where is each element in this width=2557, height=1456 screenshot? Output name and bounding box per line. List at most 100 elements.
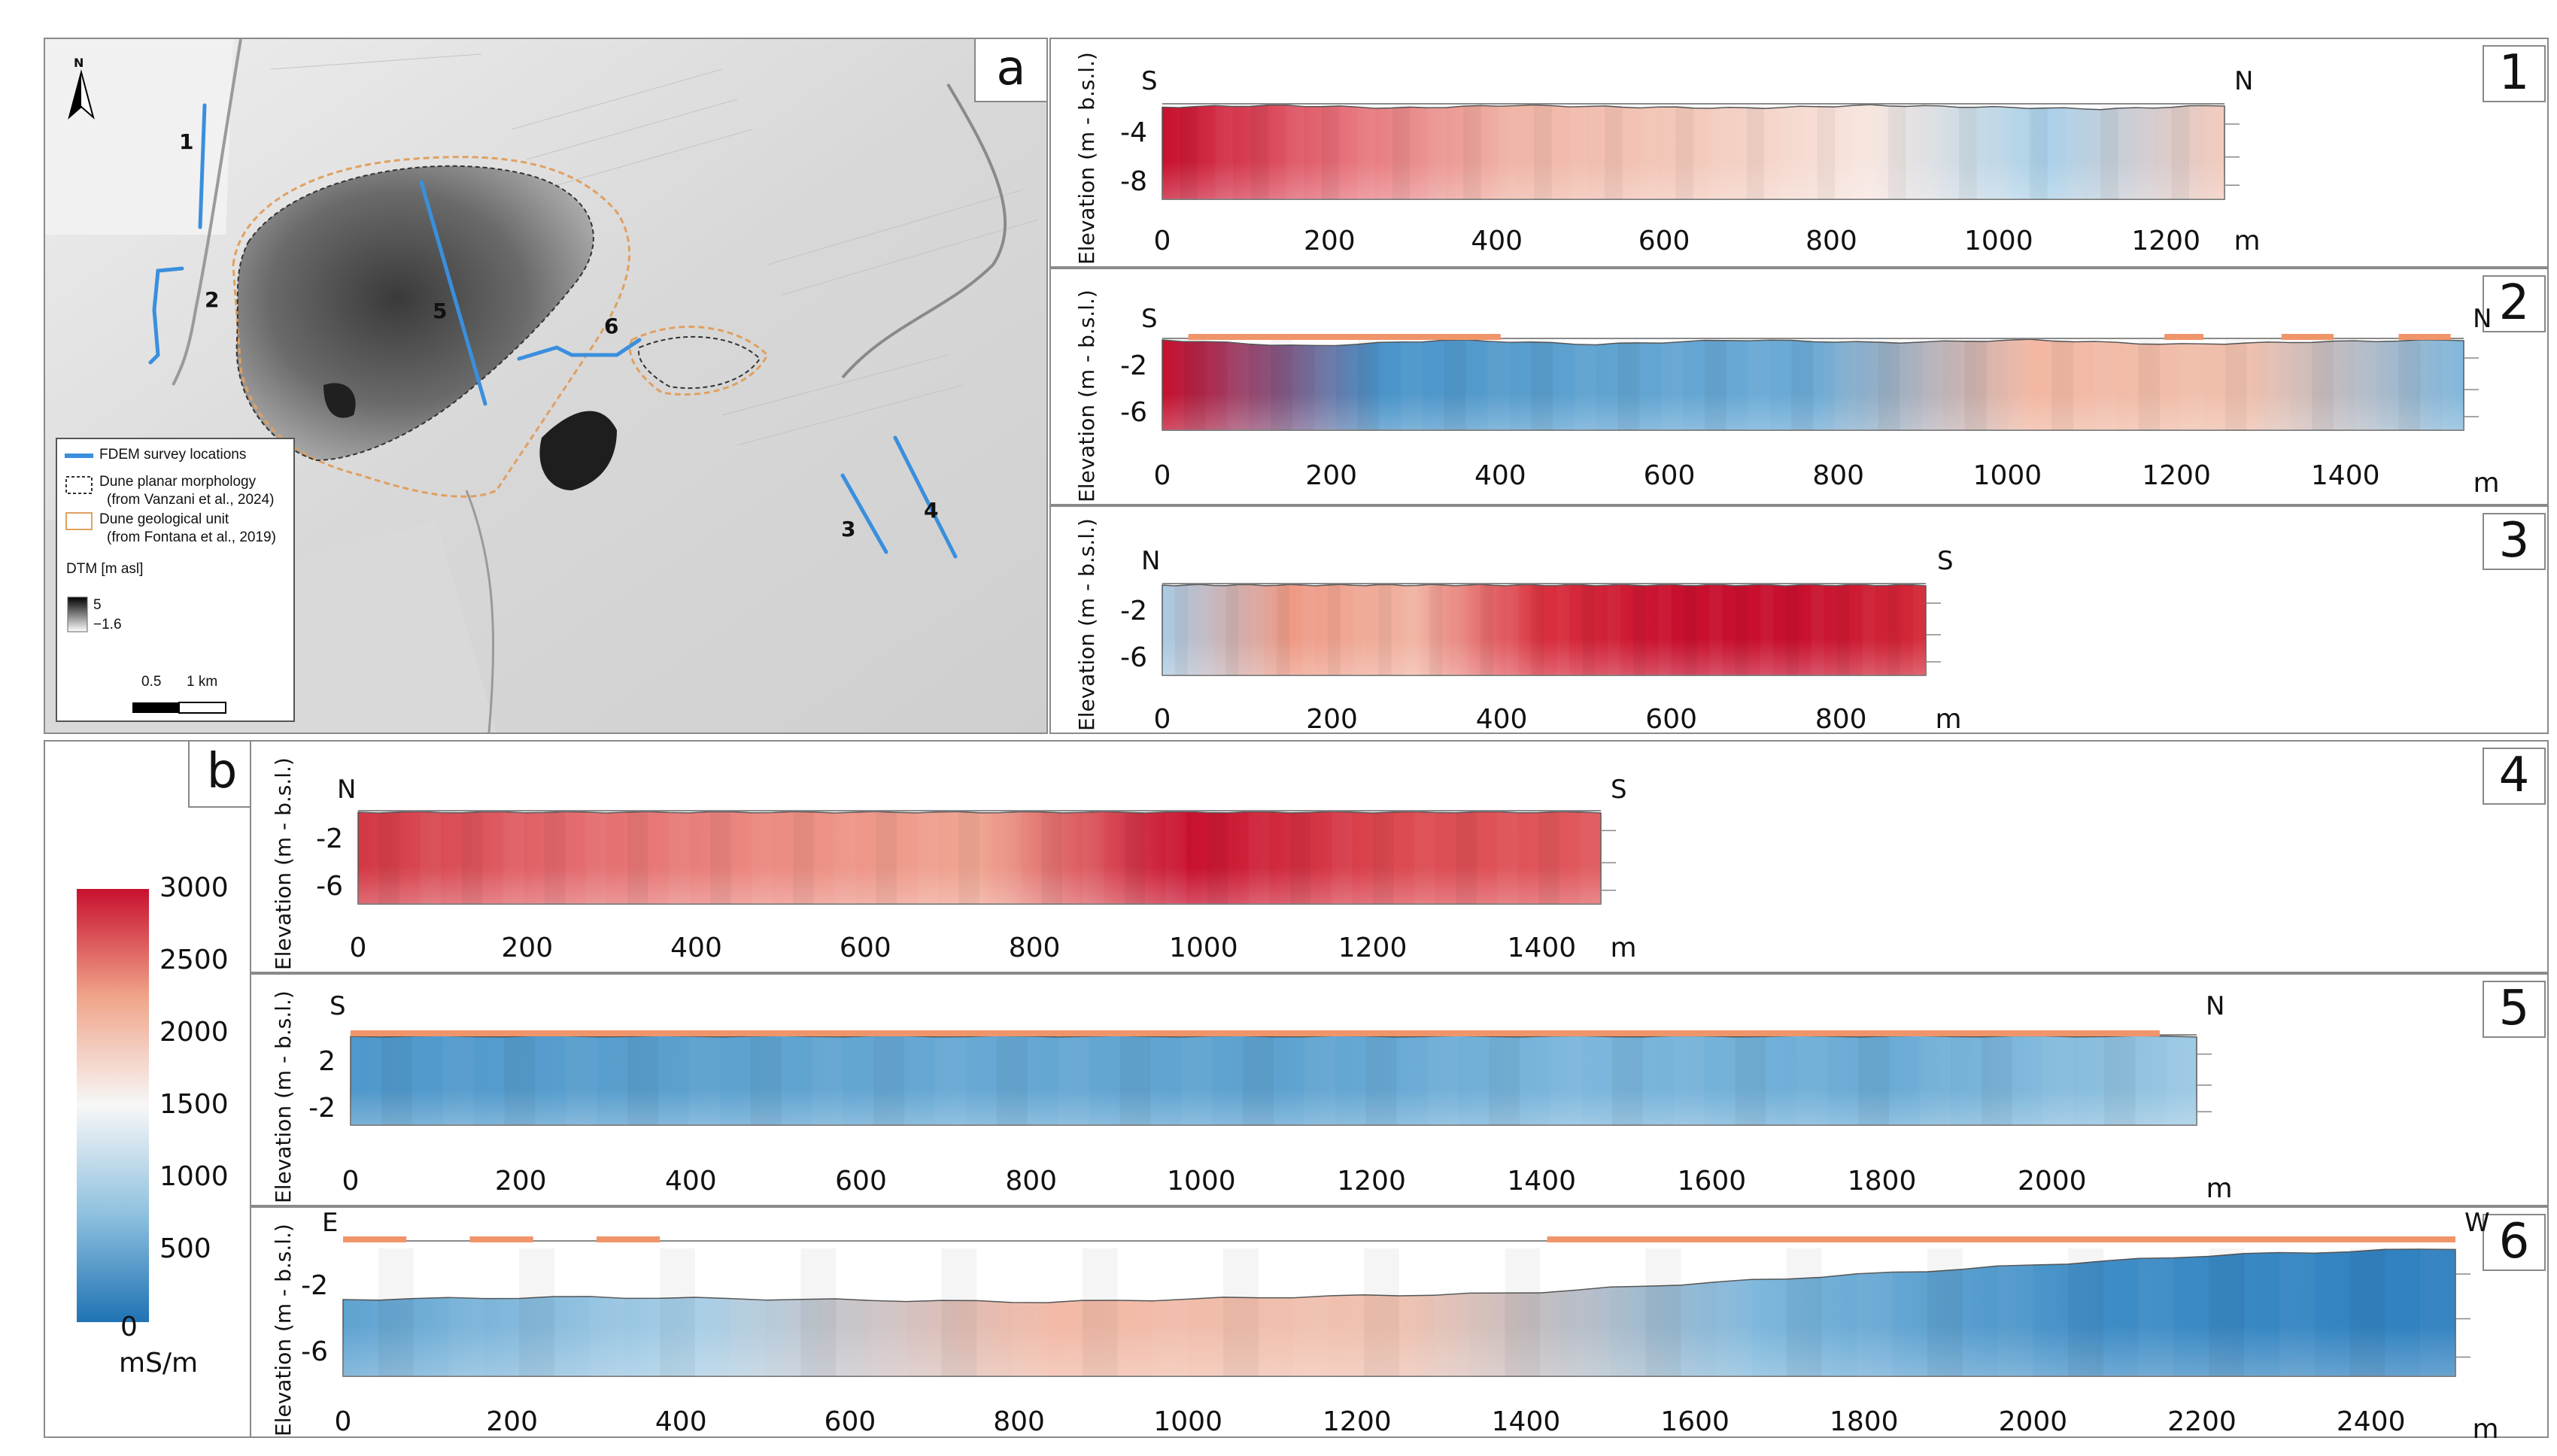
colorbar-panel: b 3000 2500 2000 1500 1000 500 0 mS/m [44, 740, 254, 1438]
profile-5-ytick: 2 [318, 1046, 336, 1078]
profile-3-ytick: -2 [1120, 596, 1147, 626]
profile-2-xunit: m [2473, 468, 2500, 499]
profile-5-dir-right: N [2206, 991, 2225, 1021]
profile-5-dune-bar [351, 1030, 2160, 1036]
profile-1-xtick: 0 [1153, 226, 1171, 256]
profile-3-xtick: 0 [1153, 704, 1171, 735]
map-line-label-2: 2 [205, 287, 220, 312]
profile-3-dir-left: N [1141, 546, 1161, 576]
profile-6-dune-bar [597, 1236, 661, 1242]
profile-4-dir-right: S [1611, 775, 1627, 805]
legend-survey: FDEM survey locations [99, 447, 247, 463]
profile-2-ylabel: Elevation (m - b.s.l.) [1074, 290, 1099, 502]
profile-6-xtick: 800 [993, 1406, 1045, 1437]
profile-2-dune-bar [2398, 334, 2451, 340]
colorbar-tick: 3000 [159, 872, 229, 903]
profile-3-xtick: 400 [1475, 704, 1528, 735]
map-line-label-5: 5 [433, 299, 448, 323]
profile-4-section [357, 810, 1616, 905]
profile-5-ytick: -2 [308, 1092, 336, 1124]
legend-dtm-max: 5 [93, 597, 102, 613]
north-label: N [74, 56, 84, 70]
profile-2-dune-bar [2164, 334, 2203, 340]
profile-3-section [1162, 583, 1941, 676]
profile-2-ytick: -2 [1120, 350, 1147, 381]
profile-1-xtick: 600 [1638, 226, 1690, 256]
profile-5-xtick: 1600 [1677, 1166, 1747, 1197]
north-arrow-icon [59, 57, 104, 125]
profile-number-4: 4 [2483, 748, 2546, 805]
profile-4-xtick: 400 [670, 933, 722, 963]
profile-5-xunit: m [2206, 1173, 2233, 1204]
profile-2-xtick: 200 [1305, 460, 1358, 491]
profile-6-ylabel: Elevation (m - b.s.l.) [271, 1224, 296, 1436]
profile-2-dir-left: S [1141, 304, 1158, 334]
profile-6-xtick: 2000 [1998, 1406, 2068, 1437]
map-line-label-3: 3 [841, 517, 856, 541]
profile-6-xtick: 1800 [1829, 1406, 1899, 1437]
profile-6-dune-bar [343, 1236, 407, 1242]
profile-5-dir-left: S [329, 991, 346, 1021]
legend-geo-2: (from Fontana et al., 2019) [107, 529, 276, 545]
legend-geo-1: Dune geological unit [99, 511, 229, 527]
profile-1-dir-left: S [1141, 66, 1158, 96]
profile-4-ytick: -6 [316, 871, 343, 902]
colorbar-tick: 500 [159, 1233, 211, 1264]
profile-6-xtick: 1200 [1323, 1406, 1392, 1437]
profile-6-xtick: 1600 [1660, 1406, 1729, 1437]
profile-5-xtick: 1400 [1507, 1166, 1577, 1197]
profile-5-xtick: 600 [835, 1166, 887, 1197]
profile-number-6: 6 [2483, 1214, 2546, 1271]
profile-4-xtick: 1200 [1338, 933, 1408, 963]
profile-2-ytick: -6 [1120, 397, 1147, 429]
profile-6-xtick: 600 [824, 1406, 876, 1437]
legend-dtm-min: −1.6 [93, 617, 122, 632]
profile-5-xtick: 400 [664, 1166, 717, 1197]
profile-2-xtick: 600 [1643, 460, 1696, 491]
profile-4-ytick: -2 [316, 823, 343, 854]
colorbar-tick: 1000 [159, 1161, 229, 1192]
profile-1-dir-right: N [2234, 66, 2254, 96]
profile-5-xtick: 1200 [1337, 1166, 1406, 1197]
panel-label-a: a [974, 39, 1046, 102]
map-panel: N a 1 2 5 6 3 4 FDEM survey locations Du… [44, 38, 1048, 734]
profile-1-ytick: -8 [1120, 165, 1147, 197]
profile-6-section [342, 1236, 2470, 1377]
legend-dtm-title: DTM [m asl] [66, 561, 144, 577]
profile-1-section [1162, 103, 2240, 200]
profile-6-xtick: 400 [654, 1406, 707, 1437]
map-legend: FDEM survey locations Dune planar morpho… [56, 438, 295, 722]
profile-4-xtick: 800 [1008, 933, 1061, 963]
profile-2-xtick: 1200 [2142, 460, 2211, 491]
profile-2-dune-bar [1188, 334, 1501, 340]
profile-4-dir-left: N [337, 775, 357, 805]
profile-5-xtick: 0 [342, 1166, 360, 1197]
profile-2-xtick: 1000 [1972, 460, 2042, 491]
profile-6-ytick: -6 [301, 1336, 328, 1368]
profile-5-xtick: 200 [494, 1166, 547, 1197]
profile-2-dir-right: N [2473, 304, 2492, 334]
legend-scale-a: 0.5 [141, 674, 162, 690]
profile-1-xtick: 1000 [1963, 226, 2033, 256]
profile-6-xtick: 200 [486, 1406, 538, 1437]
profile-6-dir-left: E [322, 1208, 339, 1238]
profile-1-xtick: 400 [1471, 226, 1523, 256]
profile-number-2: 2 [2483, 275, 2546, 332]
profile-4-xtick: 1000 [1168, 933, 1238, 963]
colorbar-tick: 2500 [159, 945, 229, 975]
profile-6-xtick: 0 [334, 1406, 352, 1437]
profile-2-xtick: 400 [1474, 460, 1526, 491]
profile-number-5: 5 [2483, 981, 2546, 1038]
profile-6-xtick: 2200 [2167, 1406, 2237, 1437]
profile-5-xtick: 1000 [1167, 1166, 1236, 1197]
profile-4-xtick: 200 [501, 933, 554, 963]
profile-5-xtick: 1800 [1847, 1166, 1917, 1197]
profile-6-xtick: 1000 [1153, 1406, 1222, 1437]
profile-4-xunit: m [1610, 933, 1637, 963]
profile-2-xtick: 1400 [2310, 460, 2380, 491]
legend-planar-1: Dune planar morphology [99, 474, 257, 490]
profile-6-ytick: -2 [301, 1270, 328, 1301]
profile-6-dune-bar [1547, 1236, 2455, 1242]
colorbar [77, 889, 149, 1322]
profile-6-dune-bar [469, 1236, 533, 1242]
